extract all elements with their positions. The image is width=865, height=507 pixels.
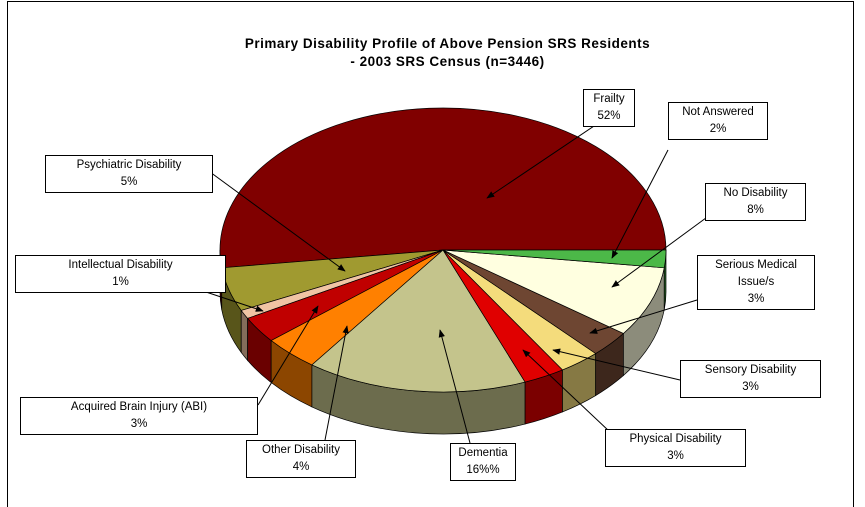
leader-arrow	[486, 121, 601, 199]
slice-label: Dementia 16%%	[450, 443, 516, 481]
slice-label: No Disability 8%	[705, 183, 806, 221]
leader-arrow	[438, 329, 471, 444]
label-value: 8%	[747, 204, 764, 216]
label-value: 3%	[130, 418, 148, 430]
label-value: 3%	[747, 293, 765, 305]
leader-arrow	[589, 299, 698, 334]
label-name: Other Disability	[262, 444, 340, 456]
leader-arrow	[324, 325, 349, 441]
label-name: No Disability	[723, 187, 788, 199]
slice-label: Acquired Brain Injury (ABI) 3%	[20, 397, 258, 435]
leader-arrow	[209, 171, 346, 272]
chart-title: Primary Disability Profile of Above Pens…	[244, 36, 651, 51]
slice-label: Not Answered 2%	[668, 102, 768, 140]
leader-arrow	[257, 305, 319, 406]
label-value: 52%	[597, 110, 621, 122]
label-name: Psychiatric Disability	[76, 159, 182, 171]
label-value: 3%	[742, 381, 759, 393]
label-value: 4%	[292, 461, 310, 473]
label-name: Intellectual Disability	[68, 259, 173, 271]
label-name: Frailty	[593, 93, 625, 105]
label-name: Sensory Disability	[704, 364, 797, 376]
slice-label: Physical Disability 3%	[605, 429, 746, 467]
slice-label: Frailty 52%	[583, 89, 635, 127]
tops	[219, 107, 667, 393]
leader-arrow	[552, 348, 681, 381]
chart-frame	[7, 1, 854, 507]
leader-arrow	[522, 349, 611, 433]
label-value: 16%%	[466, 464, 500, 476]
label-name: Not Answered	[682, 106, 754, 118]
label-value: 3%	[667, 450, 684, 462]
slice-label: Intellectual Disability 1%	[15, 255, 226, 293]
chart-subtitle: - 2003 SRS Census (n=3446)	[350, 54, 545, 69]
slice-label: Serious Medical Issue/s 3%	[697, 255, 815, 310]
label-value: 5%	[120, 176, 138, 188]
leader-arrow	[611, 149, 669, 259]
label-value: 1%	[112, 276, 129, 288]
slice-side	[240, 309, 248, 362]
slice-label: Sensory Disability 3%	[680, 360, 821, 398]
leader-arrow	[611, 214, 711, 288]
slice-label: Psychiatric Disability 5%	[45, 155, 213, 193]
slice-label: Other Disability 4%	[246, 440, 356, 478]
label-name: Serious Medical Issue/s	[715, 259, 797, 288]
label-name: Physical Disability	[629, 433, 722, 445]
slice	[442, 249, 665, 334]
slice	[219, 107, 667, 269]
label-name: Dementia	[458, 447, 508, 459]
label-name: Acquired Brain Injury (ABI)	[70, 401, 208, 413]
slice	[311, 249, 526, 393]
leader-arrow	[199, 289, 264, 312]
slice	[442, 249, 667, 269]
label-value: 2%	[709, 123, 727, 135]
